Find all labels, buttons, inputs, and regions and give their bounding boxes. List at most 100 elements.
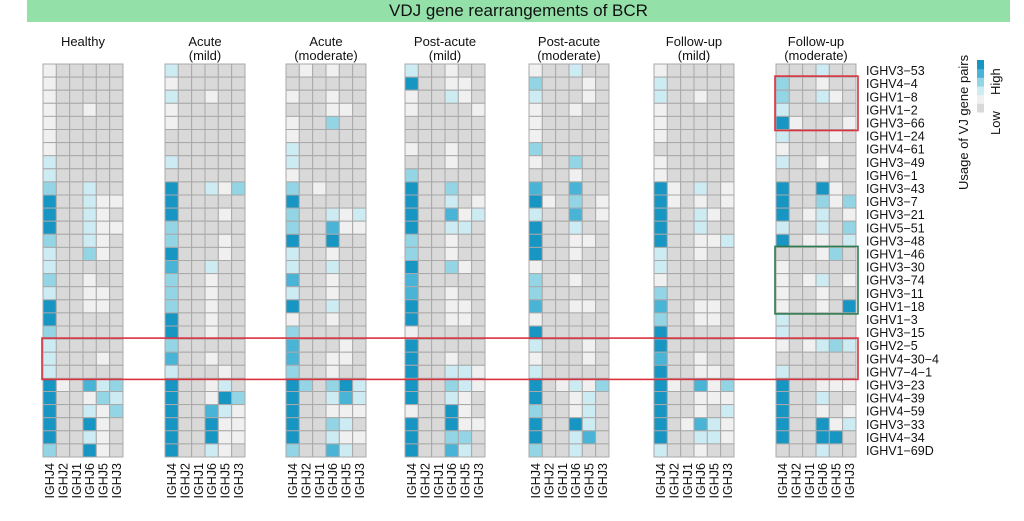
heatmap-cell (325, 443, 340, 458)
heatmap-cell (581, 404, 597, 419)
heatmap-cell (815, 391, 830, 406)
column-label: IGHJ2 (299, 463, 313, 498)
heatmap-cell (541, 233, 557, 248)
heatmap-cell (802, 246, 817, 261)
heatmap-cell (720, 181, 735, 196)
heatmap-cell (842, 129, 857, 144)
column-label: IGHJ5 (339, 463, 353, 498)
heatmap-cell (82, 207, 97, 222)
heatmap-cell (204, 443, 219, 458)
heatmap-cell (42, 102, 57, 117)
heatmap-cell (191, 246, 206, 261)
heatmap-cell (706, 63, 722, 78)
heatmap-cell (568, 233, 583, 248)
heatmap-cell (312, 181, 327, 196)
heatmap-cell (352, 417, 367, 432)
heatmap-cell (581, 286, 597, 301)
heatmap-cell (581, 115, 597, 131)
heatmap-cell (828, 364, 844, 379)
heatmap-cell (338, 273, 354, 288)
heatmap-cell (528, 364, 543, 379)
heatmap-cell (666, 220, 682, 235)
heatmap-cell (298, 129, 314, 144)
heatmap-cell (444, 63, 459, 78)
heatmap-cell (444, 312, 459, 327)
heatmap-cell (706, 115, 722, 131)
heatmap-cell (444, 142, 459, 157)
heatmap-cell (666, 233, 682, 248)
heatmap-cell (109, 63, 124, 78)
heatmap-cell (595, 102, 610, 117)
heatmap-cell (298, 430, 314, 445)
heatmap-cell (42, 404, 57, 419)
heatmap-cell (164, 377, 179, 392)
heatmap-cell (431, 338, 446, 353)
heatmap-cell (802, 351, 817, 366)
heatmap-cell (82, 377, 97, 392)
heatmap-cell (204, 155, 219, 170)
heatmap-cell (457, 155, 473, 170)
highlight-box (774, 75, 859, 132)
heatmap-cell (528, 391, 543, 406)
heatmap-cell (352, 364, 367, 379)
heatmap-cell (444, 207, 459, 222)
heatmap-cell (595, 312, 610, 327)
heatmap-cell (788, 194, 804, 209)
heatmap-cell (55, 364, 71, 379)
heatmap-cell (457, 312, 473, 327)
legend-color-step (977, 60, 984, 70)
heatmap-cell (55, 220, 71, 235)
heatmap-cell (95, 233, 111, 248)
heatmap-cell (775, 273, 790, 288)
heatmap-cell (541, 115, 557, 131)
heatmap-cell (444, 430, 459, 445)
heatmap-cell (312, 155, 327, 170)
heatmap-cell (404, 63, 419, 78)
heatmap-cell (177, 351, 193, 366)
heatmap-cell (471, 299, 486, 314)
heatmap-cell (338, 417, 354, 432)
heatmap-cell (55, 377, 71, 392)
heatmap-cell (191, 194, 206, 209)
heatmap-cell (298, 168, 314, 183)
column-label: IGHJ4 (654, 463, 668, 498)
heatmap-cell (666, 351, 682, 366)
heatmap-cell (298, 194, 314, 209)
heatmap-cell (581, 63, 597, 78)
heatmap-cell (653, 443, 668, 458)
heatmap-cell (528, 351, 543, 366)
heatmap-cell (82, 246, 97, 261)
heatmap-cell (312, 115, 327, 131)
heatmap-cell (666, 260, 682, 275)
heatmap-cell (444, 181, 459, 196)
heatmap-cell (444, 155, 459, 170)
heatmap-cell (528, 443, 543, 458)
heatmap-cell (541, 351, 557, 366)
heatmap-cell (42, 391, 57, 406)
heatmap-cell (815, 443, 830, 458)
heatmap-cell (95, 417, 111, 432)
heatmap-cell (802, 417, 817, 432)
heatmap-cell (204, 286, 219, 301)
heatmap-cell (775, 391, 790, 406)
legend-color-step (977, 86, 984, 96)
heatmap-cell (404, 312, 419, 327)
heatmap-cell (95, 76, 111, 91)
heatmap-cell (471, 377, 486, 392)
heatmap-cell (298, 63, 314, 78)
heatmap-cell (69, 102, 84, 117)
heatmap-cell (802, 102, 817, 117)
heatmap-cell (404, 142, 419, 157)
heatmap-cell (338, 207, 354, 222)
heatmap-cell (164, 194, 179, 209)
heatmap-cell (42, 299, 57, 314)
heatmap-cell (55, 443, 71, 458)
heatmap-cell (653, 404, 668, 419)
heatmap-cell (204, 299, 219, 314)
heatmap-cell (680, 299, 695, 314)
heatmap-cell (217, 286, 233, 301)
heatmap-cell (666, 391, 682, 406)
heatmap-cell (581, 129, 597, 144)
heatmap-cell (775, 404, 790, 419)
heatmap-cell (164, 207, 179, 222)
